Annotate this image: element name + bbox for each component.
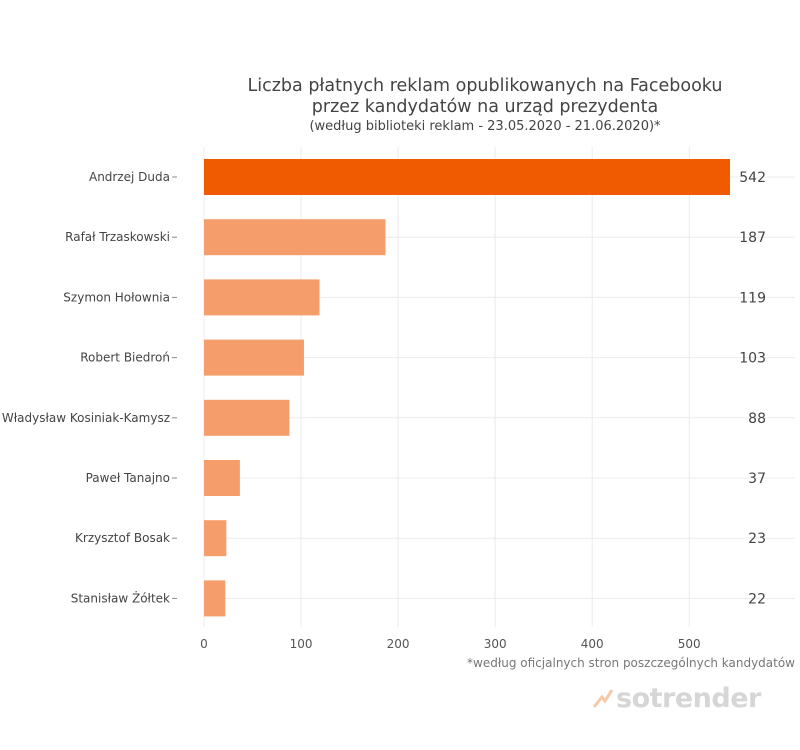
data-label: 22: [748, 591, 766, 607]
x-tick-label: 500: [678, 637, 701, 651]
category-label: Władysław Kosiniak-Kamysz: [2, 411, 170, 425]
x-tick-label: 0: [200, 637, 208, 651]
data-label: 542: [739, 170, 766, 186]
x-tick-label: 300: [484, 637, 507, 651]
logo-icon: [592, 689, 614, 708]
category-label: Rafał Trzaskowski: [65, 230, 170, 244]
bar: [204, 279, 320, 316]
data-label: 37: [748, 471, 766, 487]
logo-text: sotrender: [616, 682, 761, 714]
bar: [204, 460, 240, 496]
data-label: 119: [739, 290, 766, 306]
category-label: Andrzej Duda: [89, 170, 170, 184]
bar: [204, 520, 227, 557]
data-label: 23: [748, 531, 766, 547]
category-label: Szymon Hołownia: [63, 290, 170, 304]
category-label: Stanisław Żółtek: [71, 590, 170, 605]
bar-chart: 0 100 200 300 400 500 Andrzej Duda 542 Rafał Trz…: [2, 147, 795, 651]
bar: [204, 580, 226, 617]
sotrender-logo: sotrender: [592, 680, 761, 716]
data-label: 88: [748, 411, 766, 427]
data-label: 103: [739, 351, 766, 367]
bar: [204, 339, 304, 376]
category-label: Robert Biedroń: [80, 351, 170, 365]
x-tick-label: 200: [387, 637, 410, 651]
x-tick-label: 100: [290, 637, 313, 651]
bar: [204, 159, 730, 195]
x-tick-label: 400: [581, 637, 604, 651]
chart-subtitle: (według biblioteki reklam - 23.05.2020 -…: [309, 119, 661, 134]
footnote: *według oficjalnych stron poszczególnych…: [467, 656, 795, 670]
chart-title: Liczba płatnych reklam opublikowanych na…: [247, 76, 723, 96]
category-label: Krzysztof Bosak: [75, 531, 170, 545]
category-label: Paweł Tanajno: [86, 471, 170, 485]
data-label: 187: [739, 230, 766, 246]
bar: [204, 399, 290, 436]
chart-title-line-2: przez kandydatów na urząd prezydenta: [311, 97, 659, 117]
bar: [204, 219, 386, 256]
